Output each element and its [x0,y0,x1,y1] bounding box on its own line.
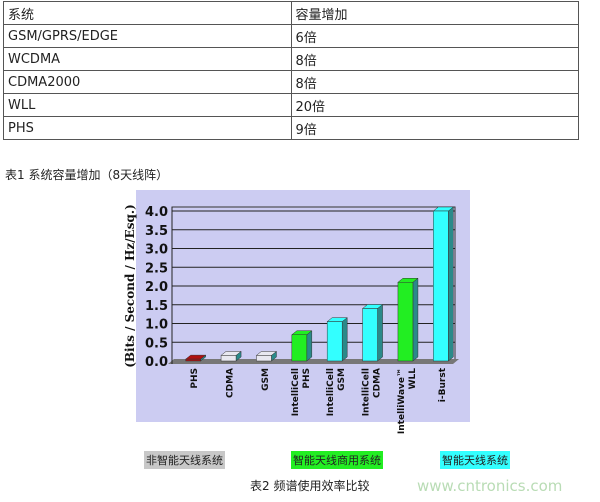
table-row: CDMA2000 8倍 [3,70,579,94]
cell: WLL [3,93,292,117]
table-caption: 表1 系统容量增加（8天线阵） [5,168,169,182]
bar [326,321,343,362]
bar [220,355,237,362]
header-cell: 系统 [3,1,292,25]
bar-side [341,317,348,362]
x-tick-label: CDMA [226,368,236,398]
bar [291,334,308,362]
cell: 8倍 [290,70,579,94]
x-tick-label: WLL [408,368,418,390]
y-tick-label: 0.5 [145,336,168,351]
table-row: PHS 9倍 [3,116,579,140]
x-tick-label: PHS [190,368,200,389]
table-header-row: 系统 容量增加 [3,1,579,25]
header-cell: 容量增加 [290,1,579,25]
bar [185,358,201,362]
x-tick-label: PHS [302,368,312,389]
x-tick-label: IntelliCell [291,368,301,416]
x-tick-label: IntelliCell [362,368,372,416]
watermark: www.cntronics.com [417,477,563,495]
legend-non-smart: 非智能天线系统 [144,451,225,469]
table-row: GSM/GPRS/EDGE 6倍 [3,24,579,48]
y-tick-label: 1.5 [145,299,168,314]
bar [433,210,449,362]
cell: 8倍 [290,47,579,71]
x-tick-label: CDMA [373,368,383,398]
y-tick-label: 3.0 [145,243,168,258]
y-tick-label: 0.0 [145,355,168,370]
y-tick-label: 2.0 [145,280,168,295]
y-tick-label: 4.0 [145,205,168,220]
bar-side [448,206,454,362]
y-tick-label: 3.5 [145,224,168,239]
x-tick-label: GSM [261,368,271,391]
y-tick-label: 1.0 [145,318,168,333]
cell: PHS [3,116,292,140]
bar-side [306,330,313,362]
capacity-table: 系统 容量增加 GSM/GPRS/EDGE 6倍 WCDMA 8倍 CDMA2000 8… [3,1,579,140]
cell: CDMA2000 [3,70,292,94]
x-tick-label: IntelliWave™ [397,368,407,434]
y-axis-label: (Bits / Second / Hz/Esq.) [123,204,137,368]
y-tick-label: 2.5 [145,261,168,276]
legend-smart: 智能天线系统 [440,451,510,469]
x-tick-label: GSM [337,368,347,391]
chart-caption: 表2 频谱使用效率比较 [250,479,370,493]
legend-smart-commercial: 智能天线商用系统 [291,451,383,469]
cell: 9倍 [290,116,579,140]
table-row: WCDMA 8倍 [3,47,579,71]
bar [397,282,414,362]
bar [256,355,272,362]
bar-side [377,303,383,362]
table-row: WLL 20倍 [3,93,579,117]
x-tick-label: IntelliCell [326,368,336,416]
cell: 20倍 [290,93,579,117]
floor [168,359,459,364]
bar [362,308,378,362]
cell: 6倍 [290,24,579,48]
bar-side [412,277,419,362]
x-tick-label: i-Burst [438,367,448,402]
